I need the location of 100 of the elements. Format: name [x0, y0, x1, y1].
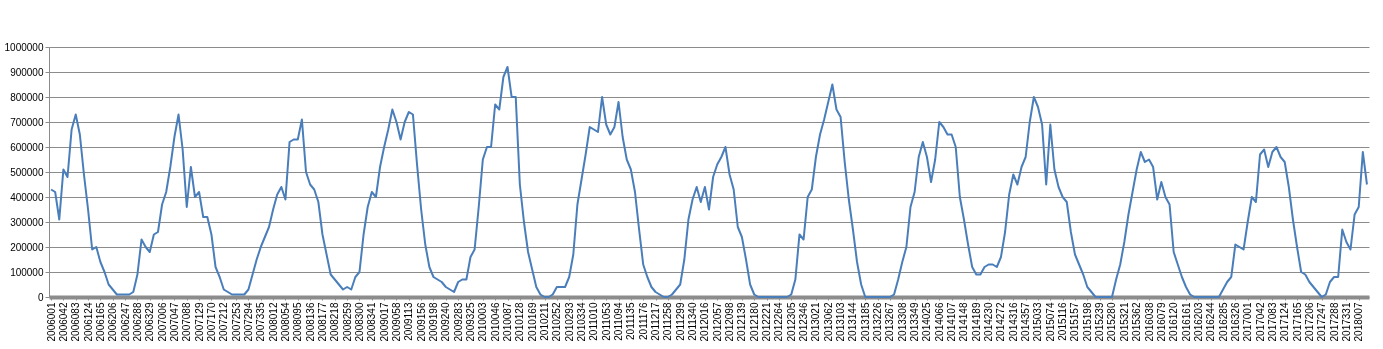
x-tick-label: 2012057: [711, 302, 723, 342]
x-tick-label: 2007170: [205, 302, 217, 342]
x-tick-label: 2010003: [477, 302, 489, 342]
x-tick-label: 2012264: [773, 302, 785, 342]
x-tick-label: 2016038: [1143, 302, 1155, 342]
x-tick-label: 2007335: [255, 302, 267, 342]
x-tick-label: 2015116: [1057, 302, 1069, 341]
x-tick-label: 2012098: [724, 302, 736, 342]
x-tick-label: 2011258: [662, 302, 674, 341]
x-tick-label: 2012305: [785, 302, 797, 342]
x-tick-label: 2015239: [1094, 302, 1106, 342]
x-tick-label: 2014189: [970, 302, 982, 342]
y-tick-label: 300000: [10, 216, 44, 228]
y-tick-label: 1000000: [4, 41, 44, 53]
x-tick-label: 2010334: [576, 302, 588, 342]
x-tick-label: 2010211: [539, 302, 551, 341]
x-tick-label: 2018007: [1353, 302, 1365, 342]
x-tick-label: 2013062: [822, 302, 834, 342]
x-tick-label: 2011135: [625, 302, 637, 340]
x-tick-label: 2011176: [637, 302, 649, 340]
x-tick-label: 2010293: [563, 302, 575, 342]
x-tick-label: 2017206: [1303, 302, 1315, 342]
x-tick-label: 2015033: [1032, 302, 1044, 342]
x-tick-label: 2009058: [390, 302, 402, 342]
x-tick-label: 2014066: [933, 302, 945, 342]
x-tick-label: 2015321: [1118, 302, 1130, 342]
x-tick-label: 2015280: [1106, 302, 1118, 342]
y-tick-label: 100000: [10, 266, 44, 278]
x-tick-label: 2009325: [465, 302, 476, 342]
x-tick-label: 2012346: [798, 302, 810, 342]
x-tick-label: 2006329: [144, 302, 156, 342]
x-tick-label: 2010252: [551, 302, 563, 342]
x-tick-label: 2013267: [884, 302, 896, 342]
x-tick-label: 2008012: [267, 302, 279, 342]
y-tick-label: 200000: [10, 241, 44, 253]
x-tick-label: 2014230: [983, 302, 995, 342]
x-tick-label: 2012139: [736, 302, 748, 342]
x-tick-label: 2008341: [366, 302, 378, 342]
x-tick-label: 2016203: [1192, 302, 1204, 342]
x-tick-label: 2013308: [896, 302, 908, 342]
x-tick-label: 2009113: [403, 302, 415, 341]
x-tick-label: 2010169: [526, 302, 538, 342]
x-tick-label: 2014025: [921, 302, 933, 342]
y-tick-label: 0: [37, 291, 44, 303]
x-tick-label: 2014316: [1007, 302, 1019, 342]
x-tick-label: 2010087: [502, 302, 513, 342]
x-tick-label: 2008259: [341, 302, 353, 342]
x-tick-label: 2013144: [847, 302, 859, 342]
x-tick-label: 2012180: [748, 302, 760, 342]
x-tick-label: 2006247: [119, 302, 131, 342]
y-tick-label: 500000: [10, 166, 44, 178]
x-tick-label: 2017083: [1266, 302, 1278, 342]
x-tick-label: 2007253: [230, 302, 242, 342]
x-tick-label: 2016079: [1155, 302, 1167, 342]
x-tick-label: 2008054: [279, 302, 291, 342]
x-tick-label: 2006083: [70, 302, 82, 342]
x-tick-label: 2017247: [1316, 302, 1328, 342]
x-tick-label: 2015074: [1044, 302, 1056, 342]
x-tick-label: 2017124: [1279, 302, 1291, 342]
x-tick-label: 2012221: [761, 302, 773, 342]
x-tick-label: 2016161: [1180, 302, 1192, 342]
x-tick-label: 2015198: [1081, 302, 1093, 342]
y-tick-label: 400000: [10, 191, 44, 203]
x-tick-label: 2009198: [427, 302, 439, 342]
x-tick-label: 2013226: [872, 302, 884, 342]
x-tick-label: 2011299: [674, 302, 686, 341]
x-tick-label: 2015362: [1131, 302, 1143, 342]
x-tick-label: 2007047: [168, 302, 180, 342]
x-tick-label: 2016326: [1229, 302, 1241, 342]
x-tick-label: 2016120: [1168, 302, 1180, 342]
x-tick-label: 2013021: [810, 302, 822, 342]
x-tick-label: 2008300: [353, 302, 365, 342]
x-tick-label: 2009283: [452, 302, 464, 342]
x-tick-label: 2009156: [415, 302, 427, 342]
x-tick-label: 2014148: [958, 302, 970, 342]
x-tick-label: 2011010: [588, 302, 600, 341]
x-tick-label: 2010128: [514, 302, 526, 342]
x-tick-label: 2011053: [600, 302, 612, 341]
y-tick-label: 700000: [10, 116, 44, 128]
y-tick-label: 800000: [10, 91, 44, 103]
y-tick-label: 900000: [10, 66, 44, 78]
x-tick-label: 2008095: [292, 302, 304, 342]
x-tick-label: 2008218: [329, 302, 341, 342]
x-tick-label: 2007294: [242, 302, 254, 342]
x-tick-label: 2017331: [1340, 302, 1352, 342]
x-tick-label: 2006001: [45, 302, 57, 342]
x-tick-label: 2017001: [1242, 302, 1254, 342]
x-tick-label: 2009017: [378, 302, 390, 342]
x-tick-label: 2017288: [1328, 302, 1340, 342]
x-tick-label: 2006288: [131, 302, 143, 342]
x-tick-label: 2006206: [107, 302, 119, 342]
x-tick-label: 2014357: [1020, 302, 1032, 342]
x-tick-label: 2011094: [613, 302, 625, 341]
x-tick-label: 2007088: [181, 302, 193, 342]
x-tick-label: 2014107: [946, 302, 958, 342]
x-tick-label: 2011340: [687, 302, 699, 341]
x-tick-label: 2017165: [1291, 302, 1303, 342]
x-tick-label: 2013349: [909, 302, 921, 342]
x-tick-label: 2011217: [650, 302, 662, 341]
x-tick-label: 2010046: [489, 302, 501, 342]
